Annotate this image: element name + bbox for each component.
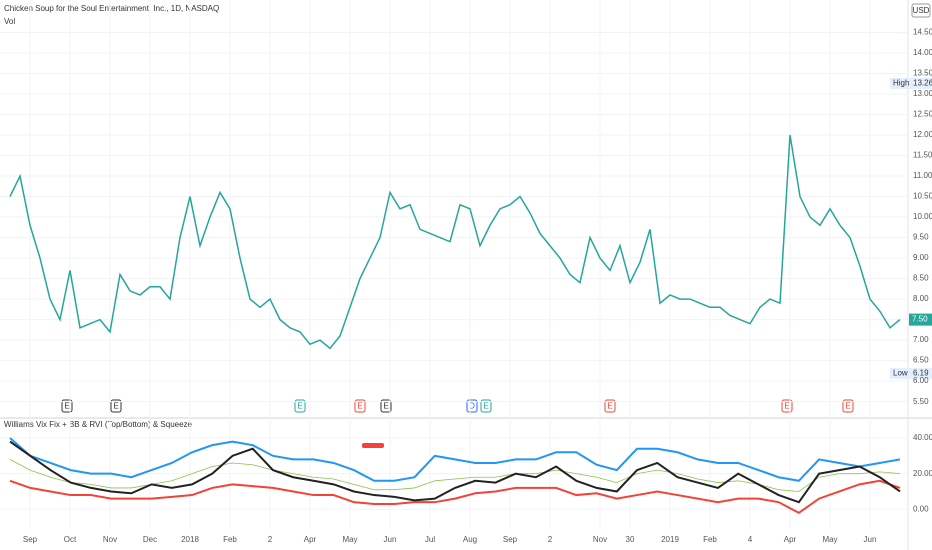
indicator-line [9, 437, 901, 482]
squeeze-marker [362, 443, 384, 448]
y-tick-label: 7.00 [913, 335, 929, 344]
event-label: E [845, 402, 850, 411]
y-tick-label: 8.00 [913, 294, 929, 303]
event-label: E [64, 402, 69, 411]
x-tick-label: Jun [384, 535, 397, 544]
y-tick-label: 12.50 [913, 110, 932, 119]
x-tick-label: Nov [593, 535, 607, 544]
subtitle: Vol [4, 17, 15, 26]
low-value: 6.19 [913, 369, 929, 378]
event-label: E [784, 402, 789, 411]
low-label: Low [893, 369, 908, 378]
last-price: 7.50 [912, 315, 928, 324]
event-label: E [383, 402, 388, 411]
y-tick-label: 11.00 [913, 171, 932, 180]
event-marker [354, 399, 366, 413]
x-tick-label: Jul [425, 535, 435, 544]
indicator-line [9, 479, 901, 515]
indicator-line [9, 459, 901, 492]
x-tick-label: Sep [503, 535, 518, 544]
x-tick-label: Jun [864, 535, 877, 544]
event-marker [380, 399, 392, 413]
event-marker [110, 399, 122, 413]
event-label: E [483, 402, 488, 411]
y-tick-label: 12.00 [913, 130, 932, 139]
y-tick-label: 5.50 [913, 397, 929, 406]
last-price-tag [909, 313, 932, 326]
event-marker [842, 399, 854, 413]
x-tick-label: 2 [268, 535, 273, 544]
price-line [9, 134, 901, 350]
indicator-line [9, 440, 901, 504]
chart-title: Chicken Soup for the Soul Entertainment,… [4, 4, 219, 13]
y-tick-label: 14.50 [913, 28, 932, 37]
x-tick-label: 4 [748, 535, 753, 544]
y-tick-label: 9.00 [913, 253, 929, 262]
x-tick-label: Dec [143, 535, 157, 544]
y-tick-label: 13.50 [913, 69, 932, 78]
y-tick-label: 9.50 [913, 233, 929, 242]
x-tick-label: 2019 [661, 535, 679, 544]
y-tick-label: 8.50 [913, 274, 929, 283]
event-label: E [113, 402, 118, 411]
event-marker [294, 399, 306, 413]
y-tick-label: 14.00 [913, 48, 932, 57]
x-tick-label: Aug [463, 535, 477, 544]
x-tick-label: Oct [64, 535, 77, 544]
x-tick-label: Feb [223, 535, 237, 544]
y-tick-label: 10.50 [913, 192, 932, 201]
event-label: E [357, 402, 362, 411]
y-tick-label: 6.50 [913, 356, 929, 365]
high-tag [890, 78, 932, 89]
low-tag [890, 368, 932, 379]
y-tick-label: 11.50 [913, 151, 932, 160]
y-tick-label: 6.00 [913, 376, 929, 385]
event-label: E [297, 402, 302, 411]
y-tick-label: 10.00 [913, 212, 932, 221]
y-tick-label: 20.00 [913, 469, 932, 478]
indicator-title: Williams Vix Fix + BB & RVI (Top/Bottom)… [4, 420, 193, 429]
high-value: 13.26 [913, 79, 932, 88]
x-tick-label: Apr [304, 535, 317, 544]
y-tick-label: 0.00 [913, 504, 929, 513]
currency: USD [913, 6, 930, 15]
event-label: D [469, 402, 475, 411]
x-tick-label: Nov [103, 535, 117, 544]
x-tick-label: Sep [23, 535, 38, 544]
x-tick-label: Apr [784, 535, 797, 544]
x-tick-label: Feb [703, 535, 717, 544]
y-tick-label: 40.00 [913, 433, 932, 442]
event-marker [480, 399, 492, 413]
currency-box [911, 3, 931, 18]
high-label: High [893, 79, 909, 88]
event-label: E [607, 402, 612, 411]
y-tick-label: 13.00 [913, 89, 932, 98]
x-tick-label: May [822, 535, 837, 544]
x-tick-label: 2 [548, 535, 553, 544]
x-tick-label: 2018 [181, 535, 199, 544]
x-tick-label: May [342, 535, 357, 544]
x-tick-label: 30 [626, 535, 635, 544]
event-marker [604, 399, 616, 413]
